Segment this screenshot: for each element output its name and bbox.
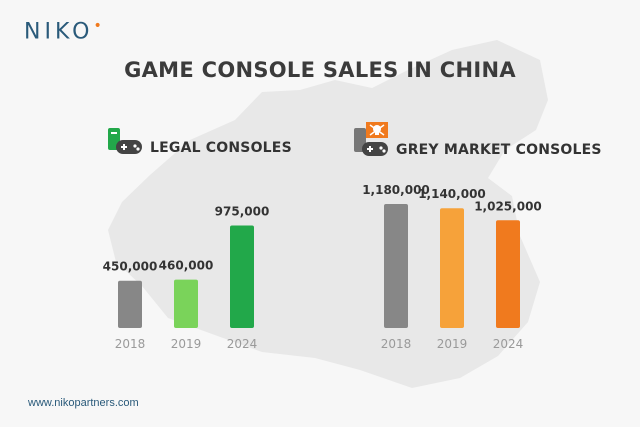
legal-year-label-2018: 2018 [115,337,146,351]
legal-year-label-2019: 2019 [171,337,202,351]
grey-value-label-2018: 1,180,000 [362,183,430,197]
grey-year-label-2024: 2024 [493,337,524,351]
legal-value-label-2018: 450,000 [103,260,158,274]
legal-bar-2024 [230,225,254,328]
grey-year-label-2019: 2019 [437,337,468,351]
grey-value-label-2019: 1,140,000 [418,187,486,201]
grey-bar-2024 [496,220,520,328]
grey-year-label-2018: 2018 [381,337,412,351]
logo-text: NIKO [24,19,94,45]
controller-icon [108,128,142,154]
grey-value-label-2024: 1,025,000 [474,199,542,213]
controller-skull-icon [354,122,388,156]
niko-logo: NIKO• [24,18,102,44]
legal-bar-2019 [174,279,198,328]
grey-bar-2018 [384,204,408,328]
legal-panel-title: LEGAL CONSOLES [150,140,292,156]
legal-bar-2018 [118,280,142,328]
grey-bar-2019 [440,208,464,328]
chart-title: GAME CONSOLE SALES IN CHINA [124,58,516,82]
legal-year-label-2024: 2024 [227,337,258,351]
legal-value-label-2019: 460,000 [159,259,214,273]
logo-dot: • [93,18,102,34]
footer-url[interactable]: www.nikopartners.com [28,397,139,409]
legal-value-label-2024: 975,000 [215,205,270,219]
grey-panel-title: GREY MARKET CONSOLES [396,142,602,158]
